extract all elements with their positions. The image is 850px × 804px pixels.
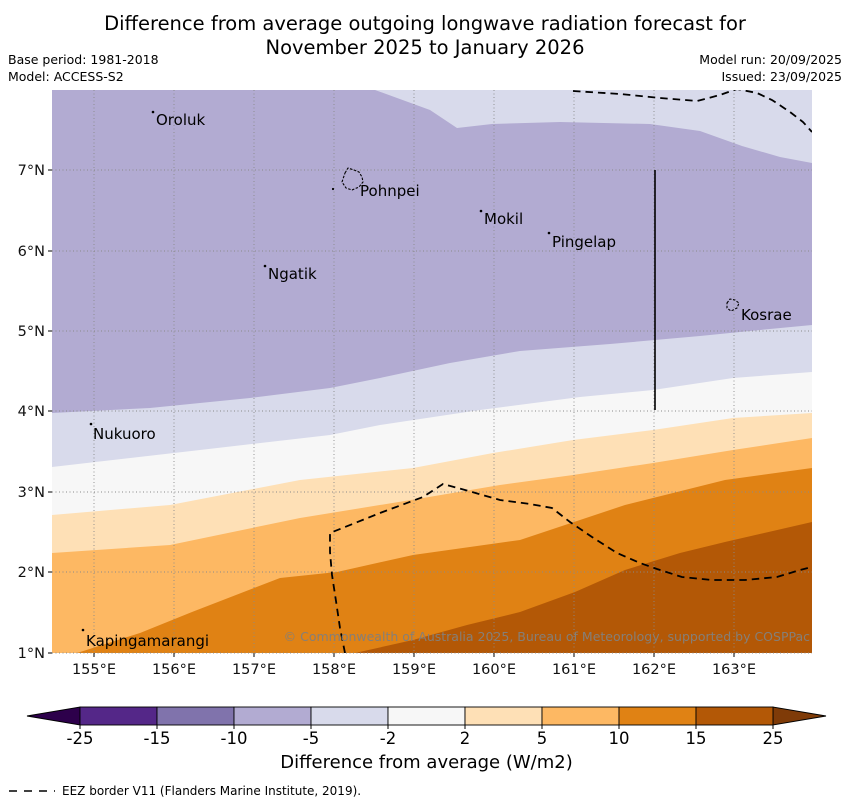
y-tick-label: 1°N xyxy=(18,646,45,662)
x-tick-label: 160°E xyxy=(472,662,516,678)
y-tick-label: 3°N xyxy=(18,485,45,501)
y-tick-label: 7°N xyxy=(18,163,45,179)
y-tick-label: 4°N xyxy=(18,404,45,420)
figure-title-line2: November 2025 to January 2026 xyxy=(265,35,585,59)
eez-legend: EEZ border V11 (Flanders Marine Institut… xyxy=(8,784,361,798)
eez-border-dashed-1 xyxy=(329,483,812,653)
island-dot-oroluk xyxy=(151,110,155,114)
colorbar-arrow-right xyxy=(772,706,827,726)
island-label-mokil: Mokil xyxy=(484,210,523,228)
graticule xyxy=(52,90,812,654)
figure-title: Difference from average outgoing longwav… xyxy=(0,12,850,59)
colorbar-segment-0 xyxy=(79,706,158,726)
figure-title-line1: Difference from average outgoing longwav… xyxy=(104,12,746,35)
island-label-oroluk: Oroluk xyxy=(156,111,205,129)
islands-layer: Oroluk Pohnpei Mokil Pingelap Ngatik Kosrae Nu… xyxy=(81,110,792,650)
island-dot-pingelap xyxy=(547,231,551,235)
island-label-pohnpei: Pohnpei xyxy=(360,182,420,200)
model-run-label: Model run: 20/09/2025 xyxy=(699,52,842,67)
x-tick-label: 159°E xyxy=(392,662,436,678)
colorbar-segment-4 xyxy=(387,706,466,726)
island-dot-nukuoro xyxy=(89,422,93,426)
colorbar-tick-label: 15 xyxy=(686,729,707,748)
island-dot-kapingamarangi xyxy=(81,628,85,632)
meta-left: Base period: 1981-2018 Model: ACCESS-S2 xyxy=(8,52,159,85)
colorbar-title: Difference from average (W/m2) xyxy=(280,752,573,773)
colorbar-segment-8 xyxy=(695,706,774,726)
axes-layer: 155°E 156°E 157°E 158°E 159°E 160°E 161°E 162°E… xyxy=(18,163,756,678)
island-label-ngatik: Ngatik xyxy=(268,265,317,283)
base-period-label: Base period: 1981-2018 xyxy=(8,52,159,67)
island-label-kosrae: Kosrae xyxy=(741,306,792,324)
eez-dash-sample-icon xyxy=(9,790,55,792)
forecast-map: Oroluk Pohnpei Mokil Pingelap Ngatik Kosrae Nu… xyxy=(18,90,812,678)
colorbar: -25 -15 -10 -5 -2 2 5 10 15 25 xyxy=(26,706,827,748)
x-tick-label: 162°E xyxy=(632,662,676,678)
colorbar-segment-7 xyxy=(618,706,697,726)
colorbar-tick-label: 25 xyxy=(763,729,784,748)
y-tick-label: 6°N xyxy=(18,244,45,260)
colorbar-tick-label: -5 xyxy=(303,729,319,748)
y-tick-label: 5°N xyxy=(18,324,45,340)
model-label: Model: ACCESS-S2 xyxy=(8,68,124,84)
colorbar-tick-label: 5 xyxy=(537,729,548,748)
y-tick-label: 2°N xyxy=(18,565,45,581)
issued-label: Issued: 23/09/2025 xyxy=(721,68,843,84)
eez-border-dashed-0 xyxy=(572,90,812,133)
colorbar-tick-label: -2 xyxy=(380,729,396,748)
colorbar-arrow-left xyxy=(26,706,81,726)
contour-band-top xyxy=(375,90,812,163)
colorbar-tick-label: 10 xyxy=(609,729,630,748)
eez-border-layer xyxy=(329,90,812,653)
eez-legend-label: EEZ border V11 (Flanders Marine Institut… xyxy=(62,784,362,798)
copyright-text: © Commonwealth of Australia 2025, Bureau… xyxy=(284,629,810,644)
island-dot-ngatik xyxy=(263,264,267,268)
colorbar-tick-label: -15 xyxy=(144,729,171,748)
island-dot-mokil xyxy=(479,209,483,213)
x-tick-label: 161°E xyxy=(552,662,596,678)
island-label-nukuoro: Nukuoro xyxy=(93,425,156,443)
island-mark-pohnpei xyxy=(331,187,335,191)
island-label-kapingamarangi: Kapingamarangi xyxy=(86,632,209,650)
colorbar-segment-1 xyxy=(156,706,235,726)
colorbar-tick-label: 2 xyxy=(460,729,471,748)
island-outline-pohnpei xyxy=(341,167,364,191)
contour-fill-layer xyxy=(52,90,812,653)
island-label-pingelap: Pingelap xyxy=(552,233,616,251)
colorbar-segment-3 xyxy=(310,706,389,726)
contour-band-5 xyxy=(52,522,812,653)
x-tick-label: 155°E xyxy=(72,662,116,678)
x-tick-label: 158°E xyxy=(312,662,356,678)
colorbar-tick-label: -25 xyxy=(67,729,94,748)
colorbar-segment-5 xyxy=(464,706,543,726)
x-tick-label: 157°E xyxy=(232,662,276,678)
island-outline-kosrae xyxy=(726,298,740,312)
x-tick-label: 156°E xyxy=(152,662,196,678)
colorbar-tick-label: -10 xyxy=(221,729,248,748)
colorbar-segment-2 xyxy=(233,706,312,726)
colorbar-segment-6 xyxy=(541,706,620,726)
x-tick-label: 163°E xyxy=(712,662,756,678)
meta-right: Model run: 20/09/2025 Issued: 23/09/2025 xyxy=(699,52,842,85)
